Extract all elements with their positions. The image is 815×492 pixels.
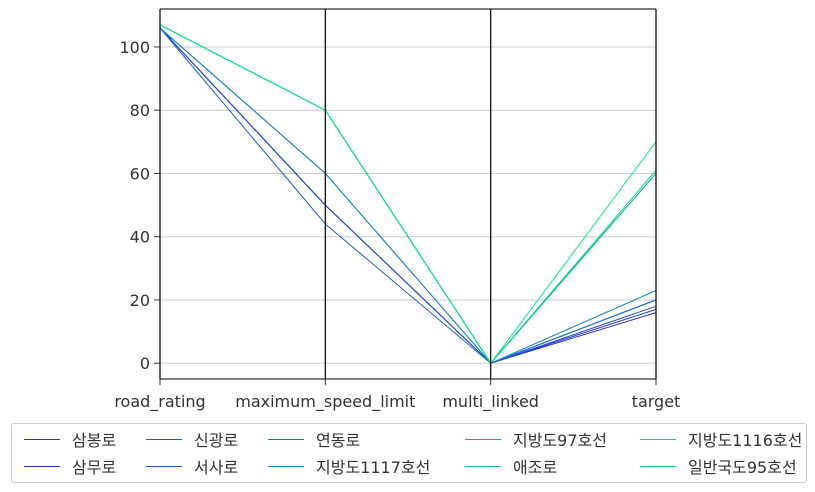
legend-label: 신광로 [194, 431, 239, 450]
series-line [159, 27, 657, 364]
legend-swatch [465, 438, 501, 440]
series-line [159, 24, 657, 365]
legend-item: 지방도1117호선 [268, 454, 430, 478]
legend-swatch [146, 438, 182, 440]
y-tick-label: 60 [130, 164, 150, 183]
y-tick-label: 100 [119, 38, 150, 57]
legend-item: 서사로 [146, 454, 238, 478]
axis-lines [154, 8, 657, 385]
y-tick-label: 20 [130, 291, 150, 310]
legend-swatch [24, 465, 60, 467]
legend-label: 연동로 [316, 431, 361, 450]
legend-item: 삼무로 [24, 454, 116, 478]
legend-item: 신광로 [146, 427, 238, 451]
parallel-coordinates-chart: 0 20 40 60 80 100 road_rating maximum_speed_lim… [114, 8, 680, 412]
legend-swatch [640, 438, 676, 440]
legend-swatch [640, 465, 676, 467]
x-tick-label: target [632, 392, 681, 411]
legend-item: 지방도1116호선 [640, 427, 802, 451]
legend-label: 삼봉로 [72, 431, 117, 450]
series-lines [159, 24, 657, 365]
series-line [159, 24, 657, 365]
y-tick-label: 0 [140, 354, 150, 373]
series-line [159, 24, 657, 365]
grid-lines [160, 46, 656, 364]
legend-swatch [24, 438, 60, 440]
legend-item: 애조로 [465, 454, 557, 478]
series-line [159, 27, 657, 364]
x-tick-label: road_rating [114, 392, 205, 412]
series-line [159, 27, 657, 364]
legend-label: 삼무로 [72, 458, 117, 477]
series-line [159, 27, 657, 364]
series-line [159, 27, 657, 364]
series-line [159, 27, 657, 364]
x-tick-label: multi_linked [442, 392, 539, 412]
legend-item: 지방도97호선 [465, 427, 607, 451]
legend-label: 지방도1117호선 [316, 458, 431, 477]
y-tick-label: 80 [130, 101, 150, 120]
legend-swatch [465, 465, 501, 467]
legend-swatch [268, 465, 304, 467]
legend-item: 삼봉로 [24, 427, 116, 451]
tick-labels: 0 20 40 60 80 100 road_rating maximum_speed_lim… [114, 38, 680, 412]
legend-item: 연동로 [268, 427, 360, 451]
legend-label: 지방도97호선 [513, 431, 607, 450]
legend-swatch [268, 438, 304, 440]
legend-label: 지방도1116호선 [688, 431, 803, 450]
legend-label: 일반국도95호선 [688, 458, 797, 477]
legend-swatch [146, 465, 182, 467]
legend-label: 애조로 [513, 458, 558, 477]
legend-label: 서사로 [194, 458, 239, 477]
y-tick-label: 40 [130, 228, 150, 247]
series-line [159, 24, 657, 365]
x-tick-label: maximum_speed_limit [235, 392, 415, 412]
legend-item: 일반국도95호선 [640, 454, 797, 478]
